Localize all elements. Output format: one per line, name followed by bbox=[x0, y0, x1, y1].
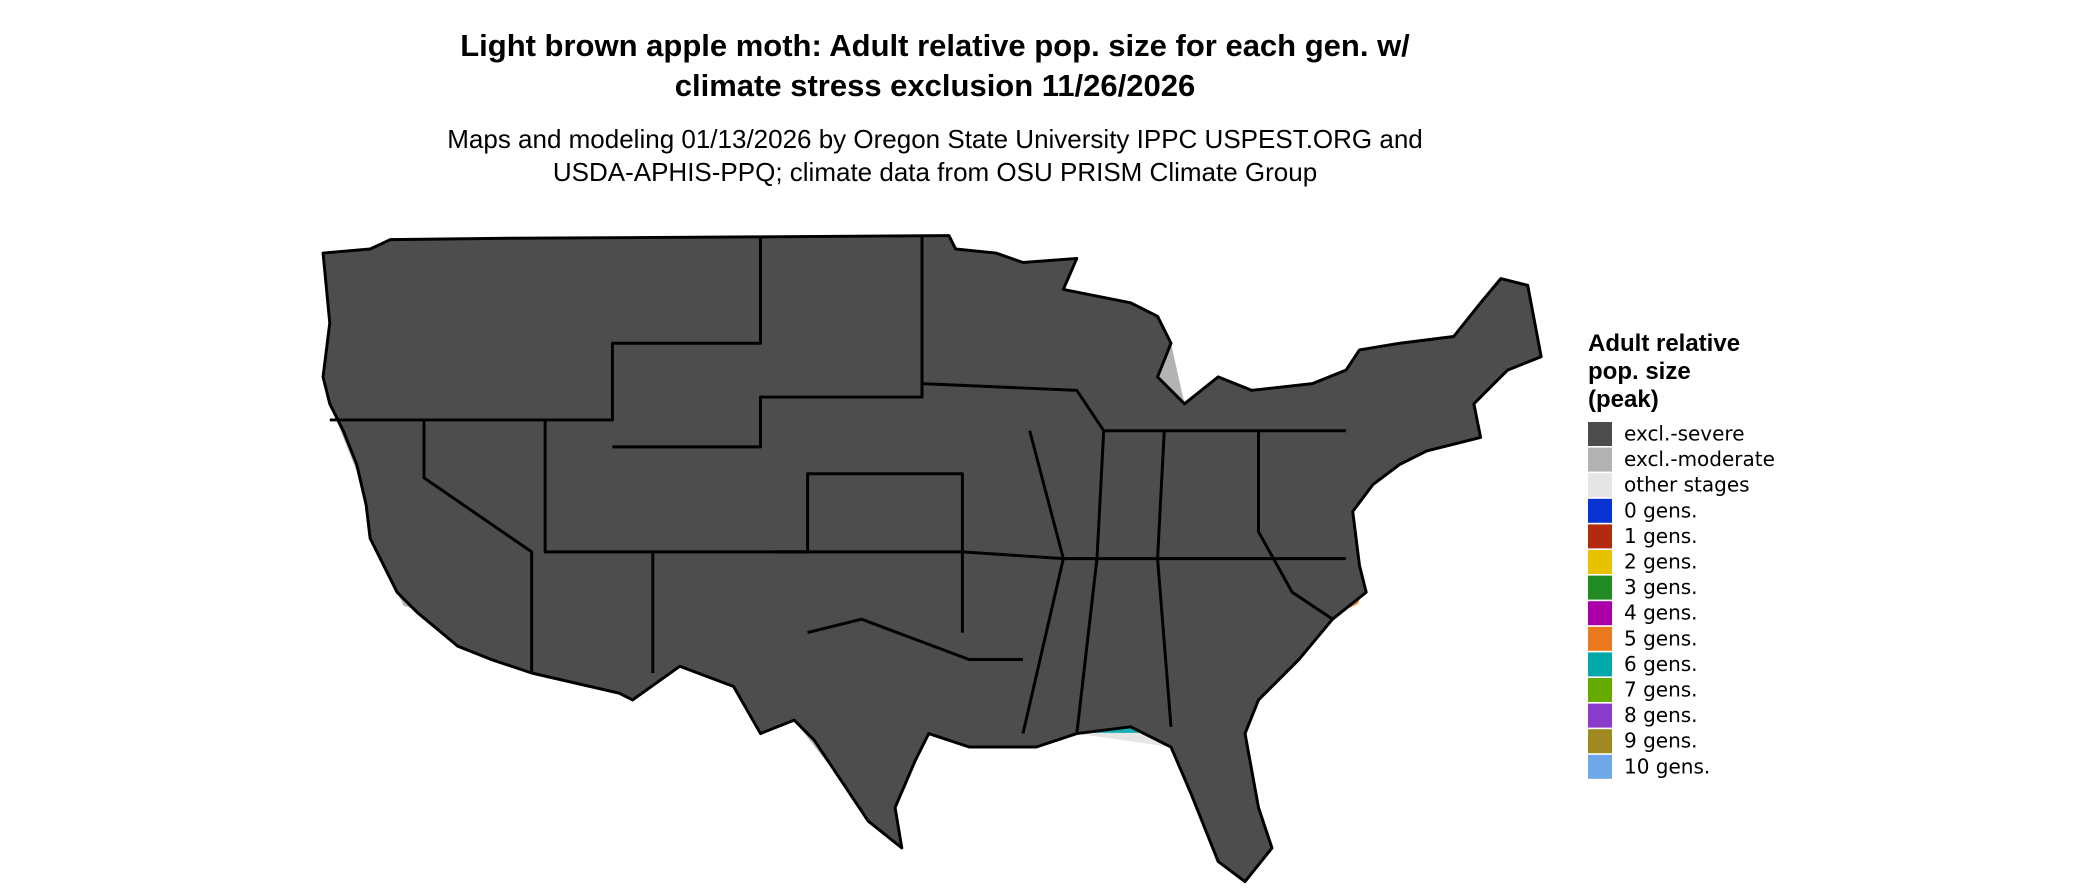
state-border bbox=[612, 236, 924, 449]
state-border bbox=[807, 617, 1023, 662]
state-border bbox=[1021, 430, 1065, 734]
legend-swatch bbox=[1588, 575, 1612, 600]
legend-label: 5 gens. bbox=[1624, 626, 1698, 650]
legend-swatch bbox=[1588, 524, 1612, 549]
legend-label: 2 gens. bbox=[1624, 550, 1698, 574]
legend-title: pop. size bbox=[1588, 358, 1691, 385]
state-border bbox=[652, 472, 964, 633]
state-border bbox=[921, 382, 1346, 433]
legend-swatch bbox=[1588, 498, 1612, 523]
state-border bbox=[1156, 430, 1173, 727]
legend-label: other stages bbox=[1624, 473, 1750, 497]
legend-label: 9 gens. bbox=[1624, 729, 1698, 753]
state-border bbox=[543, 419, 655, 673]
legend-swatch bbox=[1588, 626, 1612, 651]
legend-swatch bbox=[1588, 678, 1612, 702]
legend-swatch bbox=[1588, 447, 1612, 472]
legend-title: (peak) bbox=[1588, 386, 1659, 413]
legend-swatch bbox=[1588, 422, 1612, 446]
title-line: Light brown apple moth: Adult relative p… bbox=[460, 28, 1410, 63]
legend-label: excl.-moderate bbox=[1624, 447, 1775, 471]
legend-label: 10 gens. bbox=[1624, 754, 1710, 778]
legend-swatch bbox=[1588, 550, 1612, 574]
legend-label: 8 gens. bbox=[1624, 703, 1698, 727]
state-border bbox=[773, 550, 1346, 561]
legend-swatch bbox=[1588, 601, 1612, 626]
legend-label: 4 gens. bbox=[1624, 601, 1698, 625]
legend-swatch bbox=[1588, 652, 1612, 677]
legend-label: 3 gens. bbox=[1624, 575, 1698, 599]
legend-swatch bbox=[1588, 473, 1612, 498]
map bbox=[321, 234, 1543, 884]
state-border bbox=[422, 419, 534, 673]
state-border bbox=[1257, 430, 1334, 621]
legend-label: 1 gens. bbox=[1624, 524, 1698, 548]
title-line: climate stress exclusion 11/26/2026 bbox=[675, 68, 1195, 103]
legend-swatch bbox=[1588, 754, 1612, 779]
legend-swatch bbox=[1588, 729, 1612, 754]
legend-label: 0 gens. bbox=[1624, 498, 1698, 522]
legend-label: 6 gens. bbox=[1624, 652, 1698, 676]
legend-label: 7 gens. bbox=[1624, 678, 1698, 702]
legend-title: Adult relative bbox=[1588, 330, 1740, 357]
outline-border bbox=[321, 234, 1543, 884]
subtitle-line: USDA-APHIS-PPQ; climate data from OSU PR… bbox=[553, 157, 1317, 187]
subtitle-line: Maps and modeling 01/13/2026 by Oregon S… bbox=[447, 124, 1423, 154]
state-border bbox=[1075, 430, 1106, 734]
state-borders bbox=[321, 234, 1543, 884]
state-border bbox=[329, 236, 762, 422]
legend-swatch bbox=[1588, 703, 1612, 728]
legend-label: excl.-severe bbox=[1624, 422, 1745, 446]
